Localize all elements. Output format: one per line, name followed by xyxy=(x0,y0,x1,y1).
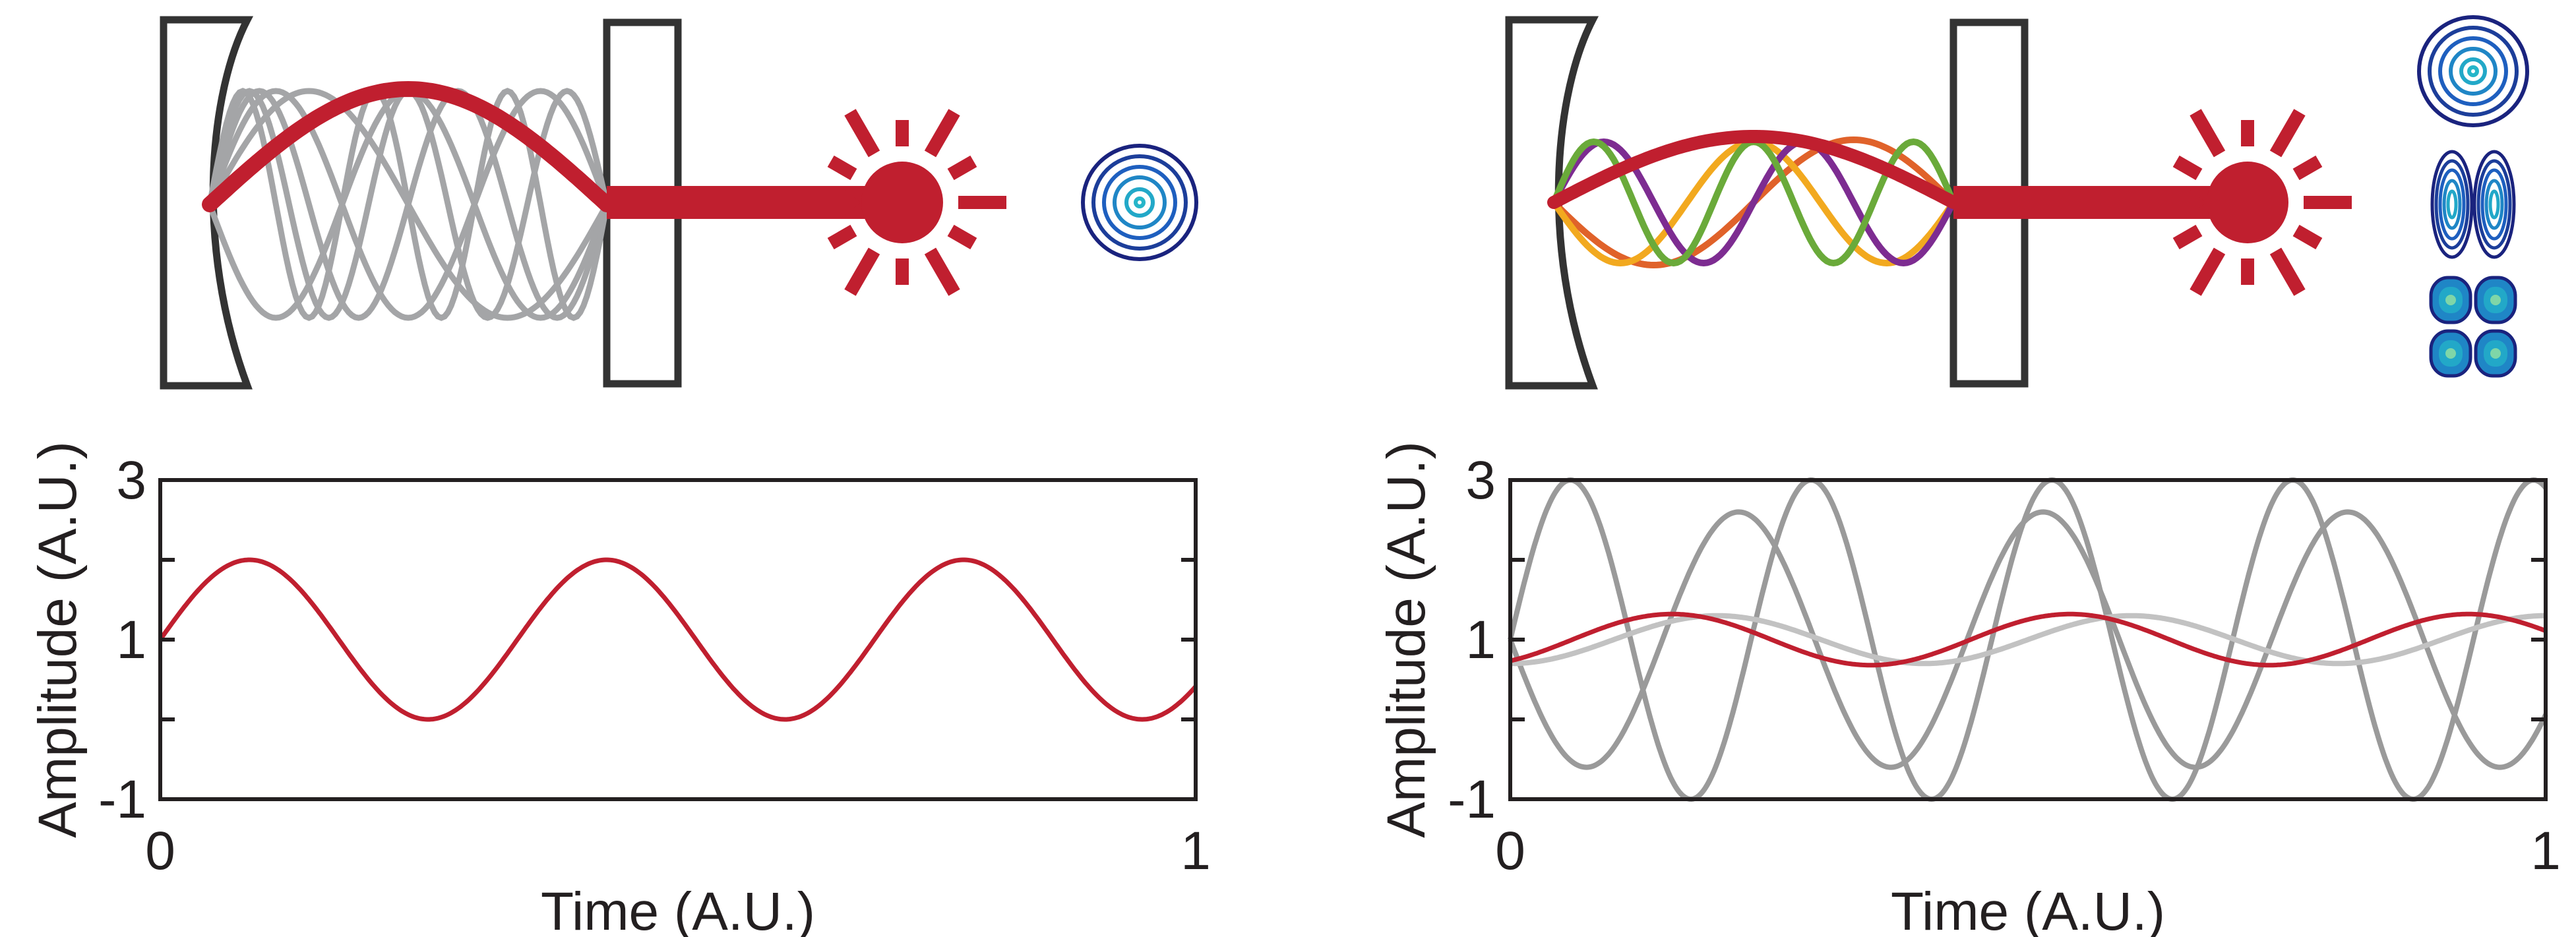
left-chart: 0 1 3 1 -1 Time (A.U.) Amplitude (A.U.) xyxy=(28,441,1211,937)
contour-ring xyxy=(1115,177,1165,227)
ytick-label: 1 xyxy=(1465,610,1496,670)
burst-ray xyxy=(2296,162,2319,175)
ytick-label: 3 xyxy=(116,450,146,510)
contour-ring xyxy=(2469,67,2477,75)
ytick-label: 1 xyxy=(116,610,146,670)
fundamental-mode-profile-icon xyxy=(2419,17,2527,125)
burst-core xyxy=(2207,162,2288,243)
xtick-label: 0 xyxy=(1495,821,1525,881)
x-axis-title: Time (A.U.) xyxy=(1891,882,2165,937)
lobe-peak xyxy=(2445,295,2456,305)
right-cavity-schematic xyxy=(1509,17,2527,386)
burst-ray xyxy=(831,162,854,175)
contour-ring xyxy=(2432,152,2472,257)
contour-ring xyxy=(2430,28,2517,115)
cavity-modes xyxy=(1554,136,1953,265)
burst-ray xyxy=(951,162,974,175)
xtick-label: 0 xyxy=(145,821,175,881)
burst-ray xyxy=(931,251,955,293)
right-chart: 0 1 3 1 -1 Time (A.U.) Amplitude (A.U.) xyxy=(1376,441,2561,937)
burst-ray xyxy=(2195,112,2220,154)
burst-ray xyxy=(2276,112,2300,154)
cavity-modes xyxy=(210,89,607,318)
lobe-peak xyxy=(2445,348,2456,359)
burst-ray xyxy=(850,251,874,293)
mode-profiles xyxy=(2419,17,2527,376)
burst-ray xyxy=(831,231,854,244)
chart-lines xyxy=(1510,480,2546,799)
burst-ray xyxy=(2176,162,2199,175)
ytick-label: 3 xyxy=(1465,450,1496,510)
contour-ring xyxy=(2419,17,2527,125)
contour-ring xyxy=(1126,189,1153,216)
chart-lines xyxy=(160,560,1196,719)
y-axis-title: Amplitude (A.U.) xyxy=(1376,441,1436,838)
laser-burst-icon xyxy=(2143,112,2352,293)
contour-ring xyxy=(2474,152,2514,257)
ytick-label: -1 xyxy=(1448,770,1496,830)
laser-burst-icon xyxy=(798,112,1006,293)
data-series-line xyxy=(160,560,1196,719)
contour-ring xyxy=(2448,191,2456,218)
burst-ray xyxy=(2296,231,2319,244)
burst-ray xyxy=(951,231,974,244)
xtick-label: 1 xyxy=(2530,821,2561,881)
contour-ring xyxy=(2451,49,2496,94)
contour-ring xyxy=(2490,191,2498,218)
four-lobe-mode-profile-icon xyxy=(2431,278,2515,376)
ytick-label: -1 xyxy=(98,770,146,830)
contour-ring xyxy=(1093,156,1186,249)
burst-ray xyxy=(2276,251,2300,293)
data-series-line xyxy=(1510,616,2546,664)
plot-frame xyxy=(160,480,1196,799)
burst-ray xyxy=(2195,251,2220,293)
concentric-rings-icon xyxy=(1083,146,1196,259)
axis-ticks xyxy=(160,560,1196,719)
contour-ring xyxy=(1136,198,1144,206)
two-lobe-mode-profile-icon xyxy=(2432,152,2514,257)
y-axis-title: Amplitude (A.U.) xyxy=(28,441,88,838)
lobe-peak xyxy=(2490,348,2501,359)
burst-core xyxy=(861,162,943,243)
left-cavity-schematic xyxy=(164,20,1196,386)
burst-ray xyxy=(850,112,874,154)
burst-ray xyxy=(2176,231,2199,244)
x-axis-title: Time (A.U.) xyxy=(541,882,815,937)
fundamental-mode-line xyxy=(210,89,607,204)
contour-ring xyxy=(1083,146,1196,259)
contour-ring xyxy=(2461,59,2485,83)
lobe-peak xyxy=(2490,295,2501,305)
burst-ray xyxy=(931,112,955,154)
xtick-label: 1 xyxy=(1181,821,1211,881)
